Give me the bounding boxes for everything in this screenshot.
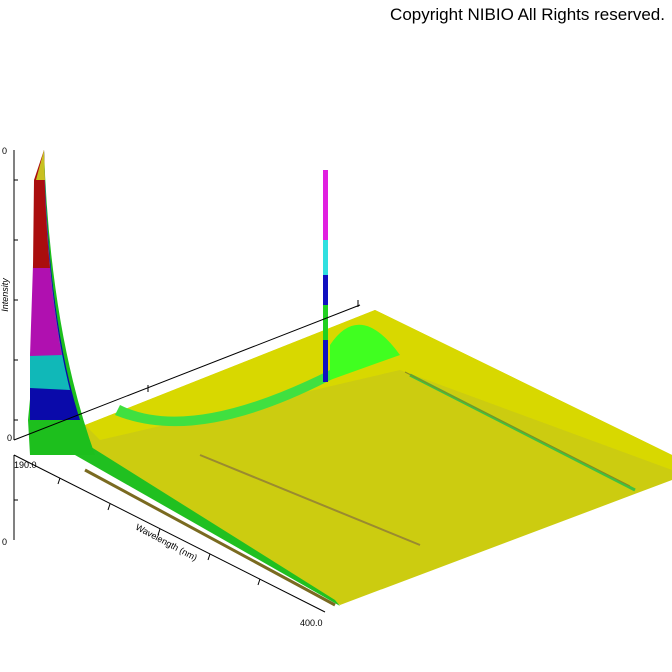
ticks xyxy=(14,179,359,586)
spike-band xyxy=(323,275,328,305)
z-tick-label: 0 xyxy=(7,433,12,443)
surface-edge xyxy=(75,440,340,606)
peak-band xyxy=(36,150,45,180)
x-tick-label: 400.0 xyxy=(300,618,323,628)
z2-tick-label: 0 xyxy=(2,537,7,547)
spike-band xyxy=(323,240,328,275)
surface-ridge xyxy=(330,324,400,380)
back-axis xyxy=(13,304,361,441)
spike-band xyxy=(323,340,328,382)
x-tick-label: 190.0 xyxy=(14,460,37,470)
copyright: Copyright NIBIO All Rights reserved. xyxy=(390,5,665,24)
spike-band xyxy=(323,170,328,240)
ridge xyxy=(404,371,631,487)
ridge xyxy=(199,454,421,546)
x-axis xyxy=(13,454,326,613)
z-tick-label: 0 xyxy=(2,146,7,156)
ridge xyxy=(409,373,636,492)
ridge xyxy=(84,468,336,607)
x-axis-label: Wavelength (nm) xyxy=(134,522,199,563)
surface-ridge xyxy=(115,370,340,427)
z-axis-label: Intensity xyxy=(0,278,10,312)
spike-band xyxy=(323,305,328,340)
